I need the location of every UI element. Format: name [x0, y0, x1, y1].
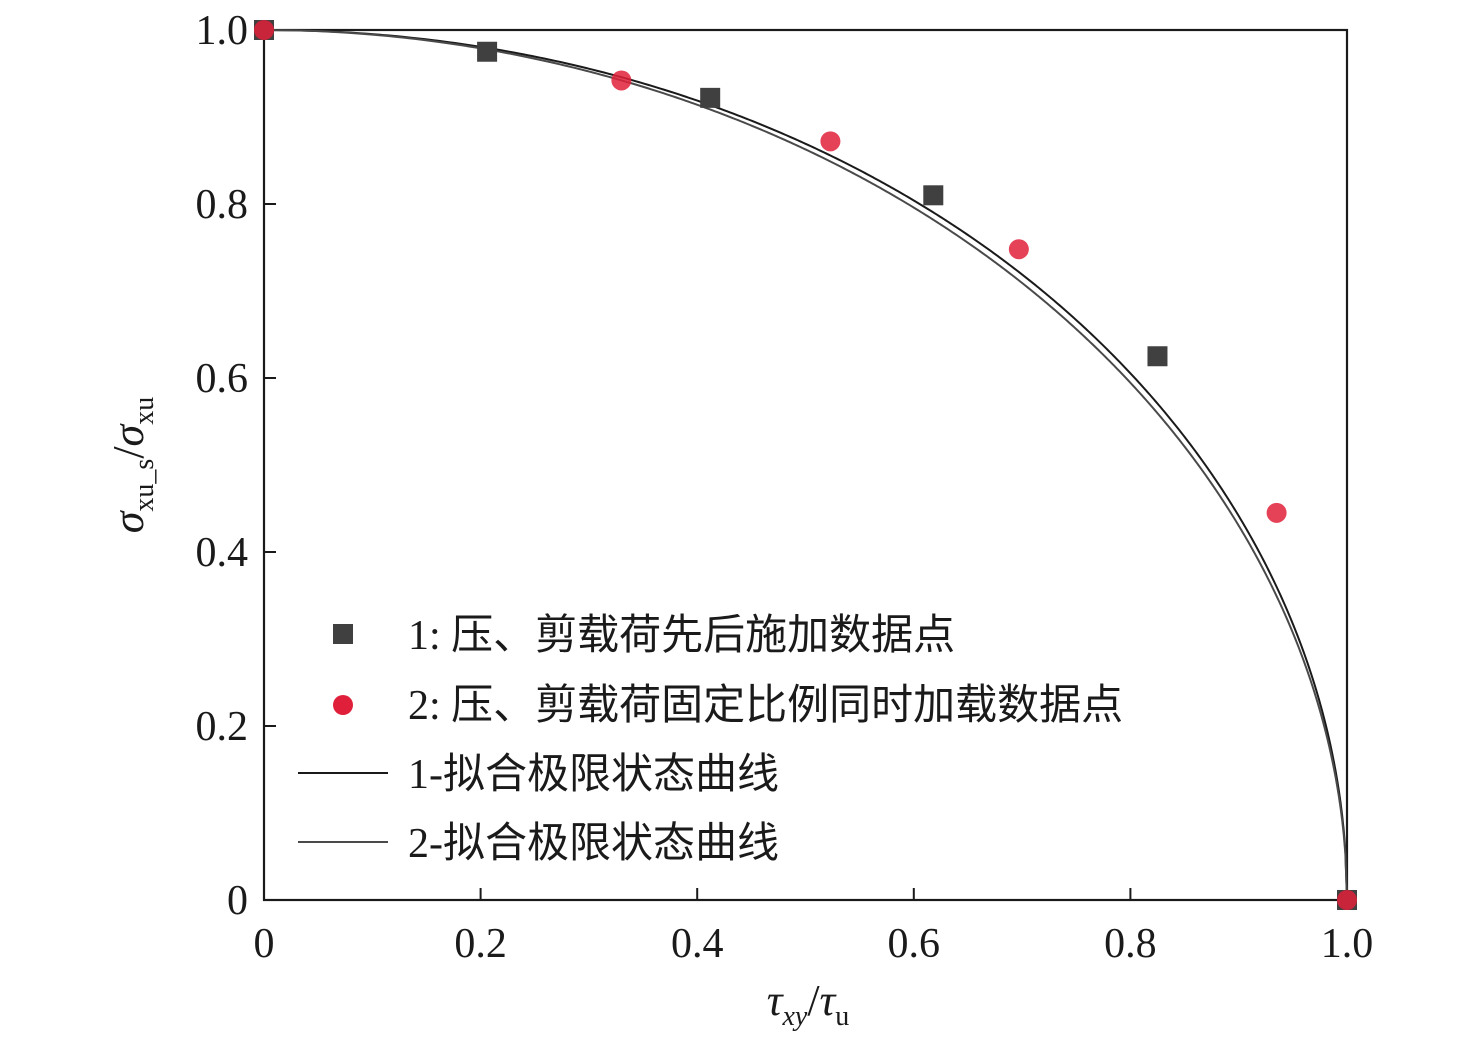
x-tick-label: 0.8 [1104, 921, 1157, 967]
data-markers [254, 20, 1357, 910]
data-point-circle [1008, 239, 1029, 260]
legend: 1: 压、剪载荷先后施加数据点 2: 压、剪载荷固定比例同时加载数据点 1-拟合… [298, 613, 1123, 867]
data-point-square [700, 87, 721, 108]
data-point-square [477, 41, 498, 62]
legend-label-series-2: 2: 压、剪载荷固定比例同时加载数据点 [408, 682, 1123, 729]
legend-label-series-3: 1-拟合极限状态曲线 [408, 752, 779, 798]
y-tick-label: 0.4 [196, 530, 249, 576]
axis-tick-labels: 0 0.2 0.4 0.6 0.8 1.0 0 0.2 0.4 0.6 0.8 1.0 [196, 8, 1374, 967]
plot-frame [262, 28, 1349, 902]
y-tick-label: 0.2 [196, 704, 249, 750]
legend-square-marker [333, 624, 353, 644]
legend-entry-series-3: 1-拟合极限状态曲线 [298, 752, 779, 798]
fit-curve-series-4 [263, 29, 1348, 901]
y-tick-label: 1.0 [196, 8, 249, 54]
x-tick-label: 0.6 [888, 921, 941, 967]
fit-curve-series-3 [263, 29, 1348, 901]
data-point-square [923, 185, 944, 206]
x-tick-label: 0.4 [671, 921, 724, 967]
data-point-circle [611, 70, 632, 91]
data-point-circle [1266, 502, 1287, 523]
data-point-circle [254, 20, 274, 40]
y-tick-label: 0.8 [196, 182, 249, 228]
y-axis-title: σxu_s/σxu [104, 397, 160, 534]
data-point-circle [1337, 890, 1357, 910]
data-point-circle [820, 131, 841, 152]
legend-circle-marker [333, 695, 353, 715]
legend-entry-series-2: 2: 压、剪载荷固定比例同时加载数据点 [333, 682, 1123, 729]
x-tick-label: 1.0 [1321, 921, 1374, 967]
legend-entry-series-1: 1: 压、剪载荷先后施加数据点 [333, 613, 955, 659]
x-tick-label: 0.2 [454, 921, 507, 967]
legend-label-series-1: 1: 压、剪载荷先后施加数据点 [408, 613, 955, 659]
x-axis-title: τxy/τu [767, 976, 850, 1032]
data-point-square [1147, 346, 1168, 367]
legend-label-series-4: 2-拟合极限状态曲线 [408, 821, 779, 867]
y-tick-label: 0.6 [196, 356, 249, 402]
x-tick-label: 0 [254, 921, 275, 967]
y-tick-label: 0 [227, 878, 248, 924]
fitted-curves [263, 29, 1348, 901]
legend-entry-series-4: 2-拟合极限状态曲线 [298, 821, 779, 867]
